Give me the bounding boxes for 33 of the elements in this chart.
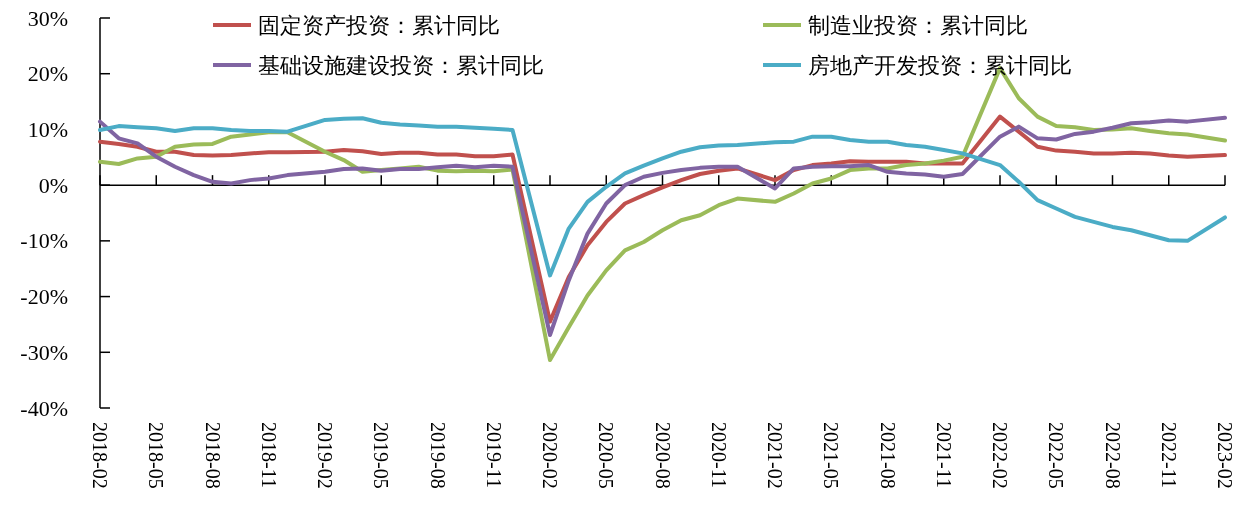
x-tick-label: 2021-02 xyxy=(764,422,786,489)
x-tick-label: 2022-11 xyxy=(1157,422,1180,488)
x-tick-label: 2021-08 xyxy=(876,422,899,489)
y-tick-label: 10% xyxy=(27,116,68,142)
legend-label: 制造业投资：累计同比 xyxy=(808,12,1028,38)
legend-label: 基础设施建设投资：累计同比 xyxy=(258,52,544,78)
x-tick-label: 2022-05 xyxy=(1045,422,1068,489)
x-tick-label: 2019-08 xyxy=(426,422,449,489)
x-tick-label: 2018-08 xyxy=(201,422,224,489)
legend-label: 固定资产投资：累计同比 xyxy=(258,12,500,38)
x-tick-label: 2020-05 xyxy=(595,422,618,489)
y-tick-label: -10% xyxy=(20,228,68,254)
x-tick-label: 2020-11 xyxy=(707,422,730,488)
x-tick-label: 2020-02 xyxy=(539,422,561,489)
legend-label: 房地产开发投资：累计同比 xyxy=(808,52,1072,78)
x-tick-label: 2018-11 xyxy=(257,422,280,488)
x-tick-label: 2022-08 xyxy=(1101,422,1124,489)
x-tick-label: 2021-05 xyxy=(820,422,843,489)
x-tick-label: 2019-05 xyxy=(370,422,393,489)
x-tick-label: 2022-02 xyxy=(989,422,1011,489)
x-tick-label: 2019-02 xyxy=(314,422,336,489)
x-tick-label: 2023-02 xyxy=(1214,422,1236,489)
x-tick-label: 2018-02 xyxy=(89,422,111,489)
x-tick-label: 2018-05 xyxy=(145,422,168,489)
y-tick-label: 20% xyxy=(27,61,68,87)
y-tick-label: -20% xyxy=(20,284,68,310)
x-tick-label: 2020-08 xyxy=(651,422,674,489)
x-tick-label: 2019-11 xyxy=(482,422,505,488)
y-tick-label: 0% xyxy=(38,172,68,198)
y-tick-label: 30% xyxy=(27,5,68,31)
y-tick-label: -30% xyxy=(20,339,68,365)
x-tick-label: 2021-11 xyxy=(932,422,955,488)
y-tick-label: -40% xyxy=(20,395,68,421)
